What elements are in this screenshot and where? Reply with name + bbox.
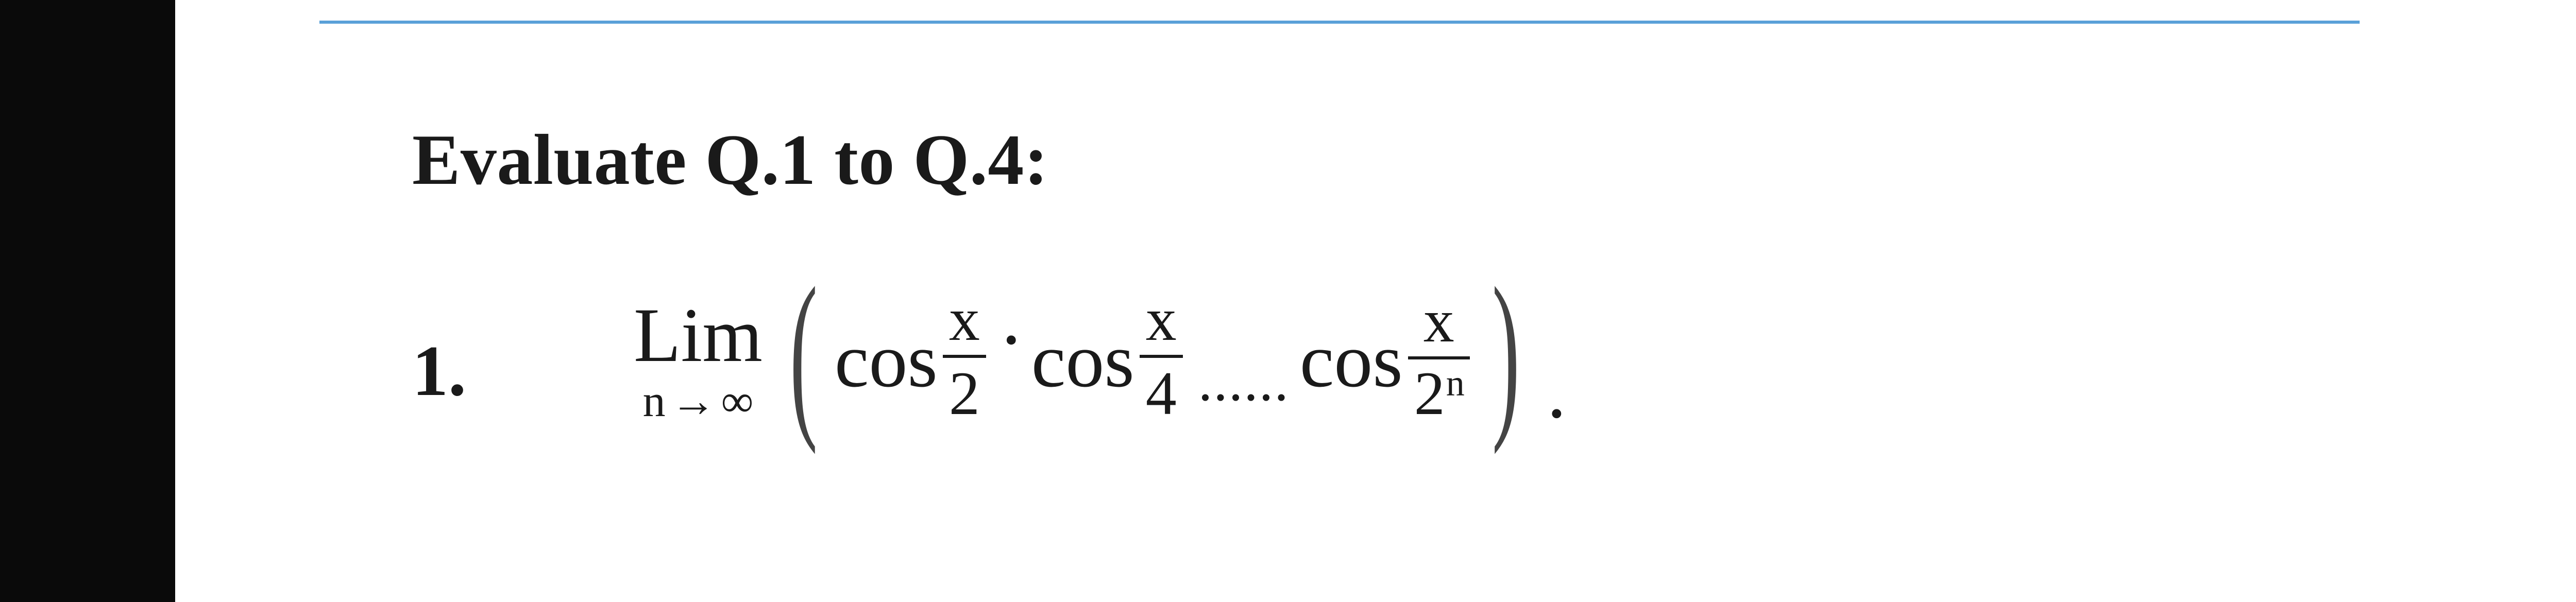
close-parenthesis: )	[1492, 278, 1520, 426]
fraction-1-den: 2	[943, 361, 986, 426]
fraction-n: x 2 n	[1408, 288, 1470, 424]
arrow-icon: →	[666, 379, 721, 424]
section-instruction: Evaluate Q.1 to Q.4:	[412, 118, 1048, 201]
limit-operator: Lim n → ∞	[634, 297, 762, 424]
fraction-2-den: 4	[1140, 361, 1183, 426]
fraction-2: x 4	[1140, 287, 1183, 426]
page: Evaluate Q.1 to Q.4: 1. Lim n → ∞ ( cos …	[0, 0, 2576, 602]
fraction-n-den-base: 2	[1414, 363, 1445, 424]
fraction-n-num: x	[1417, 288, 1461, 353]
cos-function-2: cos	[1031, 316, 1134, 405]
limit-variable: n	[643, 379, 666, 424]
limit-target: ∞	[721, 379, 754, 424]
fraction-1-bar	[943, 355, 986, 358]
fraction-2-num: x	[1140, 287, 1183, 352]
content-area: Evaluate Q.1 to Q.4: 1. Lim n → ∞ ( cos …	[412, 0, 2576, 602]
ellipsis-dots: ......	[1188, 349, 1300, 414]
top-horizontal-rule	[319, 21, 2360, 24]
question-number: 1.	[412, 330, 466, 412]
cos-function-n: cos	[1300, 316, 1403, 405]
left-margin-stripe	[0, 0, 175, 602]
cos-function-1: cos	[835, 316, 938, 405]
limit-label: Lim	[634, 297, 762, 374]
expression-period: .	[1547, 347, 1567, 436]
product-terms: cos x 2 · cos x 4 ...... cos x	[835, 291, 1475, 430]
limit-subscript: n → ∞	[643, 379, 754, 424]
multiply-dot: ·	[991, 296, 1031, 384]
fraction-1: x 2	[943, 287, 986, 426]
fraction-2-bar	[1140, 355, 1183, 358]
fraction-n-den: 2 n	[1408, 363, 1470, 424]
fraction-1-num: x	[943, 287, 986, 352]
math-expression: Lim n → ∞ ( cos x 2 · cos x	[634, 247, 1566, 474]
open-parenthesis: (	[790, 278, 818, 426]
fraction-n-den-exponent: n	[1446, 365, 1465, 402]
